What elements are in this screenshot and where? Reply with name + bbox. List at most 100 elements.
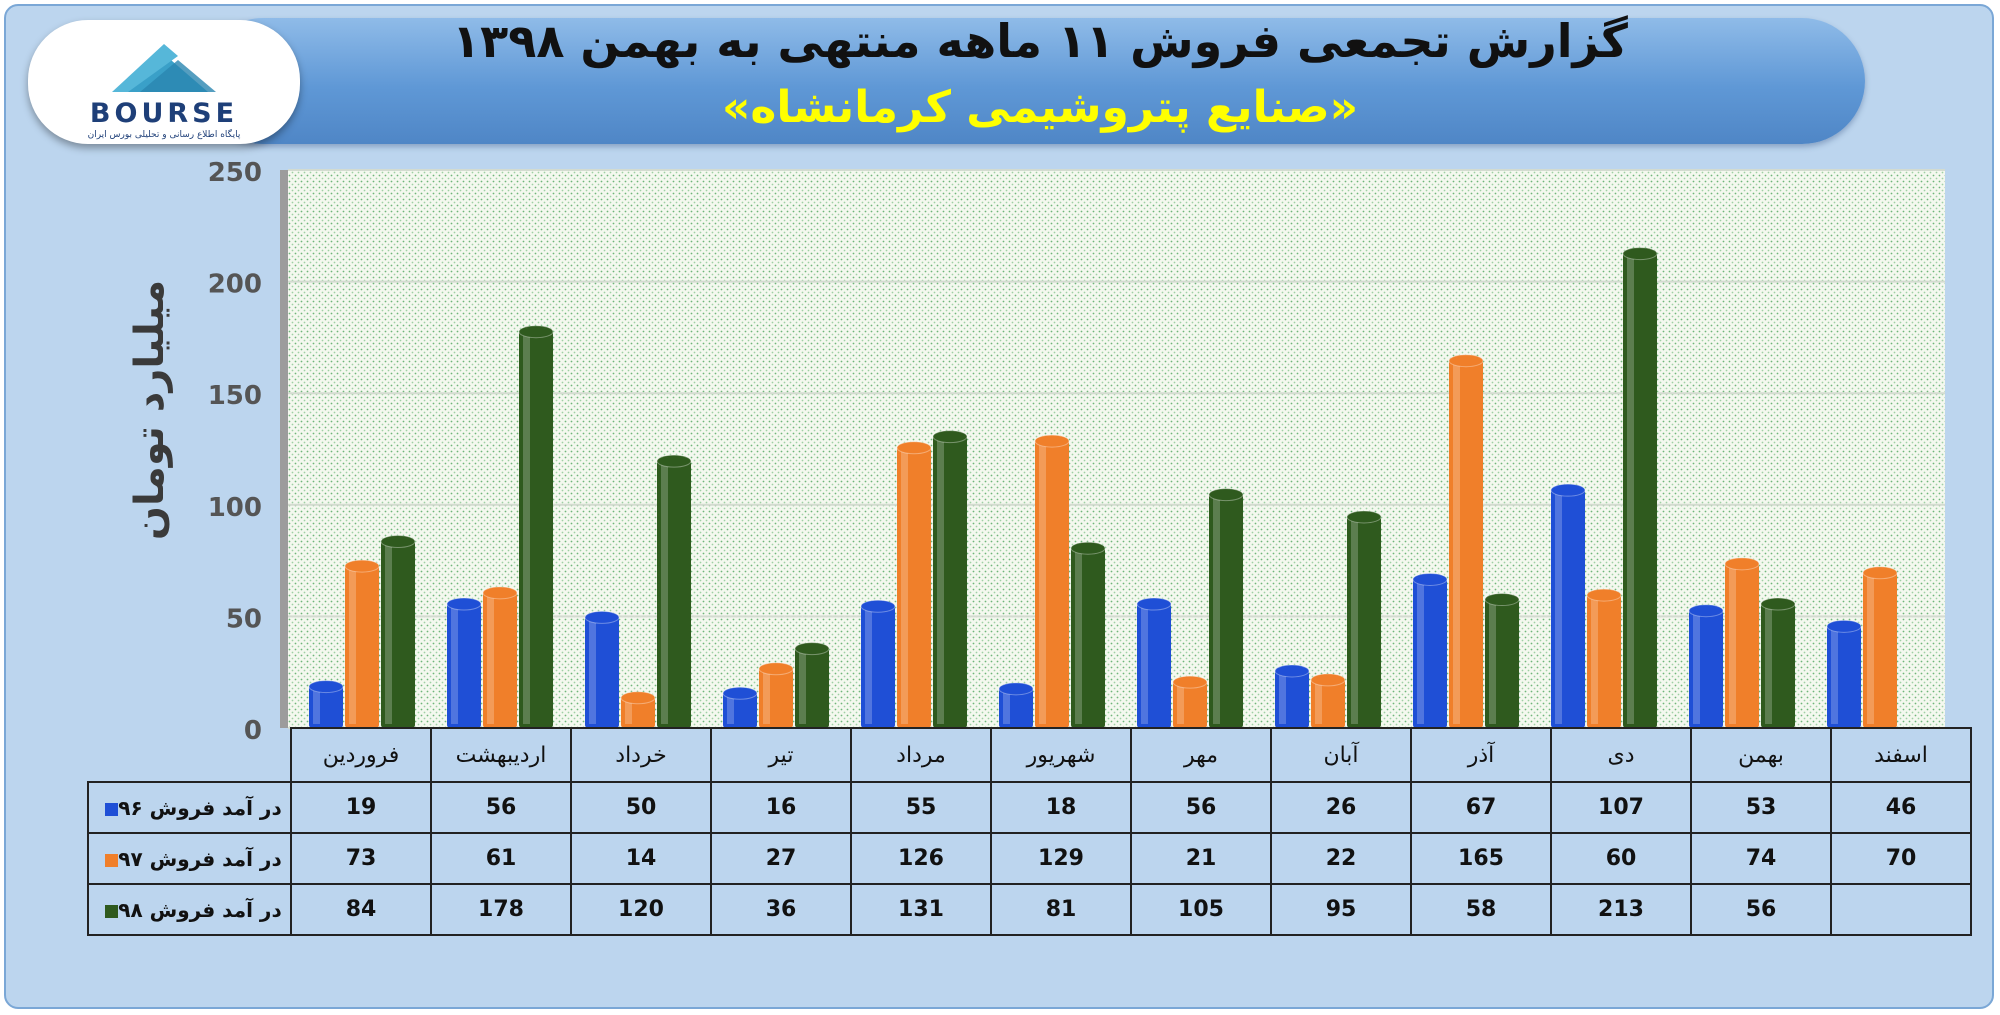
bar-highlight bbox=[349, 569, 356, 724]
bar-body bbox=[999, 687, 1033, 728]
bar-cap bbox=[1208, 488, 1244, 502]
series-name: در آمد فروش ۹۸ bbox=[118, 897, 282, 922]
bar-cap bbox=[1172, 675, 1208, 689]
y-tick-label: 50 bbox=[226, 604, 262, 634]
table-cell: 19 bbox=[290, 781, 432, 834]
table-cell: 81 bbox=[990, 883, 1132, 936]
bar-highlight bbox=[763, 671, 770, 724]
bar-highlight bbox=[1141, 607, 1148, 724]
table-cell: 56 bbox=[1690, 883, 1832, 936]
bar-body bbox=[1275, 669, 1309, 728]
bar-cap bbox=[1862, 566, 1898, 580]
bar-cap bbox=[380, 535, 416, 549]
table-cell: 165 bbox=[1410, 832, 1552, 885]
bar bbox=[1760, 597, 1796, 728]
table-cell: 56 bbox=[1130, 781, 1272, 834]
bar-highlight bbox=[1489, 602, 1496, 724]
bar-highlight bbox=[1453, 363, 1460, 724]
bar-body bbox=[1035, 440, 1069, 728]
bar-body bbox=[795, 647, 829, 728]
company-subtitle: «صنایع پتروشیمی کرمانشاه» bbox=[721, 82, 1359, 133]
bar-cap bbox=[1688, 604, 1724, 618]
bar-cap bbox=[1274, 664, 1310, 678]
bar-body bbox=[1071, 547, 1105, 728]
bar-cap bbox=[1724, 557, 1760, 571]
month-header: آذر bbox=[1410, 727, 1552, 783]
bar-body bbox=[585, 616, 619, 728]
bar-highlight bbox=[1003, 691, 1010, 724]
bar bbox=[1034, 434, 1070, 728]
bar-highlight bbox=[1351, 519, 1358, 724]
bar-body bbox=[381, 540, 415, 728]
bar-cap bbox=[932, 430, 968, 444]
month-header: آبان bbox=[1270, 727, 1412, 783]
table-cell: 14 bbox=[570, 832, 712, 885]
plot-side-wall bbox=[280, 170, 288, 728]
month-header: بهمن bbox=[1690, 727, 1832, 783]
bar-cap bbox=[896, 441, 932, 455]
bar-body bbox=[1827, 625, 1861, 728]
bar bbox=[1412, 572, 1448, 728]
bar-highlight bbox=[1693, 613, 1700, 724]
bar-highlight bbox=[1315, 682, 1322, 724]
table-cell: 22 bbox=[1270, 832, 1412, 885]
bar bbox=[308, 680, 344, 728]
bar-cap bbox=[308, 680, 344, 694]
plot-area bbox=[280, 170, 1945, 728]
table-cell: 60 bbox=[1550, 832, 1692, 885]
bar-body bbox=[519, 330, 553, 728]
logo-mark-icon bbox=[112, 44, 216, 92]
bar-body bbox=[345, 565, 379, 728]
bar-highlight bbox=[1729, 566, 1736, 724]
y-tick-label: 250 bbox=[208, 158, 262, 188]
bar bbox=[998, 682, 1034, 728]
y-tick-label: 100 bbox=[208, 493, 262, 523]
bar-body bbox=[1311, 678, 1345, 728]
title-banner bbox=[200, 18, 1865, 144]
bar-cap bbox=[1586, 588, 1622, 602]
bar-highlight bbox=[1075, 551, 1082, 724]
month-header: فروردین bbox=[290, 727, 432, 783]
table-cell: 129 bbox=[990, 832, 1132, 885]
bar-highlight bbox=[1213, 497, 1220, 724]
series-legend: در آمد فروش ۹۸ bbox=[87, 883, 292, 936]
month-header: دی bbox=[1550, 727, 1692, 783]
bar-cap bbox=[1622, 247, 1658, 261]
bar-cap bbox=[584, 610, 620, 624]
y-tick-label: 150 bbox=[208, 381, 262, 411]
bar-body bbox=[723, 692, 757, 728]
bar bbox=[794, 642, 830, 728]
y-axis-label: میلیارد تومان bbox=[127, 279, 173, 541]
legend-swatch bbox=[105, 853, 119, 867]
bar-cap bbox=[1136, 597, 1172, 611]
month-header: خرداد bbox=[570, 727, 712, 783]
bar-body bbox=[1623, 252, 1657, 729]
bar-highlight bbox=[523, 334, 530, 724]
bar-body bbox=[657, 460, 691, 728]
bar-cap bbox=[794, 642, 830, 656]
table-cell: 95 bbox=[1270, 883, 1412, 936]
bar-highlight bbox=[589, 620, 596, 724]
bar bbox=[656, 454, 692, 728]
bar-highlight bbox=[1765, 607, 1772, 724]
table-cell: 107 bbox=[1550, 781, 1692, 834]
bar bbox=[1208, 488, 1244, 728]
bar bbox=[620, 691, 656, 728]
table-cell: 56 bbox=[430, 781, 572, 834]
bar bbox=[1484, 593, 1520, 728]
logo-tagline: پایگاه اطلاع رسانی و تحلیلی بورس ایران bbox=[87, 130, 241, 140]
table-cell: 105 bbox=[1130, 883, 1272, 936]
bar-highlight bbox=[451, 607, 458, 724]
bar bbox=[1070, 541, 1106, 728]
bars bbox=[308, 247, 1898, 729]
bar bbox=[1586, 588, 1622, 728]
bar bbox=[518, 325, 554, 728]
bar bbox=[758, 662, 794, 728]
bar-cap bbox=[998, 682, 1034, 696]
page-title: گزارش تجمعی فروش ۱۱ ماهه منتهی به بهمن ۱… bbox=[452, 14, 1628, 68]
bar-cap bbox=[1484, 593, 1520, 607]
series-legend: در آمد فروش ۹۷ bbox=[87, 832, 292, 885]
bar-body bbox=[1209, 493, 1243, 728]
